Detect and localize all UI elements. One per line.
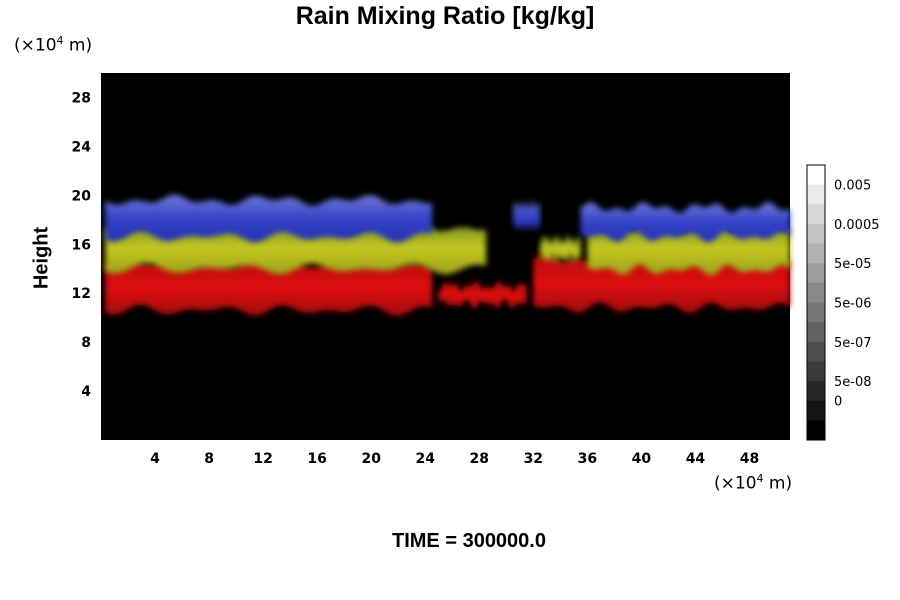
x-tick-label: 20 (361, 451, 381, 467)
y-tick-label: 8 (81, 335, 91, 351)
colorbar-level (807, 263, 825, 284)
colorbar-level (807, 223, 825, 245)
time-label: TIME = 300000.0 (392, 530, 546, 552)
colorbar-label: 5e-05 (834, 257, 872, 272)
colorbar-level (807, 184, 825, 205)
colorbar-label: 0 (834, 395, 842, 410)
colorbar-label: 0.0005 (834, 218, 880, 233)
x-tick-label: 48 (740, 451, 759, 467)
colorbar-level (807, 302, 825, 323)
colorbar-label: 5e-06 (834, 297, 872, 312)
colorbar-level (807, 400, 825, 421)
x-tick-label: 12 (253, 451, 272, 467)
x-tick-label: 4 (150, 451, 160, 467)
x-tick-label: 40 (632, 451, 652, 467)
colorbar-level (807, 243, 825, 264)
y-tick-label: 24 (72, 139, 92, 155)
rain-region-lower-0 (105, 257, 432, 317)
colorbar-level (807, 322, 825, 343)
colorbar-level (807, 282, 825, 303)
colorbar-level (807, 165, 825, 186)
x-tick-label: 44 (686, 451, 706, 467)
y-tick-label: 16 (72, 237, 91, 253)
rain-region-upper-1 (513, 199, 541, 233)
x-tick-label: 24 (415, 451, 435, 467)
rain-region-upper-2 (580, 201, 790, 243)
colorbar-label: 5e-07 (834, 336, 872, 351)
rain-region-lower-1 (438, 280, 527, 310)
colorbar-level (807, 204, 825, 225)
x-tick-label: 36 (578, 451, 597, 467)
colorbar-level (807, 341, 825, 362)
y-tick-label: 4 (81, 384, 91, 400)
colorbar-frame (806, 164, 826, 441)
x-tick-label: 28 (470, 451, 489, 467)
y-axis-unit: (×104 m) (14, 34, 93, 56)
x-tick-label: 32 (524, 451, 543, 467)
rain-region-upper-0 (105, 194, 432, 243)
x-tick-label: 8 (204, 451, 214, 467)
y-tick-label: 12 (72, 286, 91, 302)
colorbar-level (807, 381, 825, 402)
y-tick-label: 28 (72, 90, 91, 106)
colorbar-level (807, 361, 825, 382)
colorbar-label: 0.005 (834, 179, 871, 194)
y-tick-label: 20 (72, 188, 92, 204)
x-tick-label: 16 (307, 451, 326, 467)
colorbar-level (807, 420, 825, 441)
colorbar-label: 5e-08 (834, 375, 872, 390)
x-axis-unit: (×104 m) (714, 472, 793, 494)
chart-title: Rain Mixing Ratio [kg/kg] (295, 2, 595, 30)
rain-region-middle-1 (540, 233, 581, 265)
